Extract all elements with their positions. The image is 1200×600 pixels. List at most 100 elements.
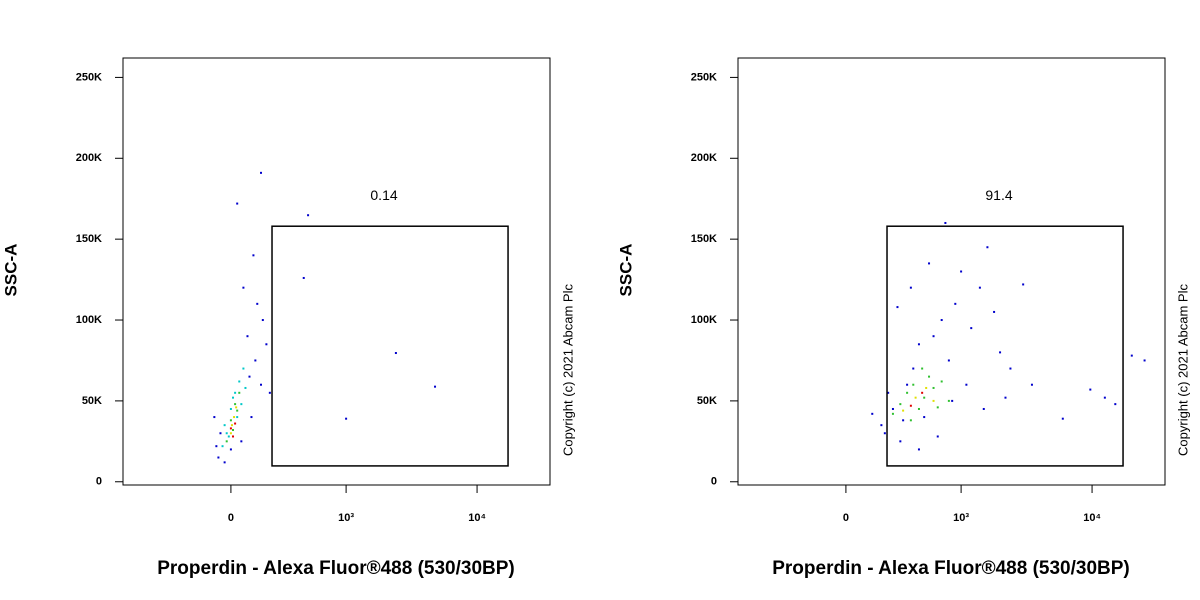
event-dot <box>265 343 268 346</box>
event-dot <box>225 440 228 443</box>
event-dot <box>345 417 348 420</box>
event-dot <box>947 359 950 362</box>
y-tick-label: 100K <box>691 314 717 326</box>
event-dot <box>902 419 905 422</box>
event-dot <box>993 310 996 313</box>
x-tick-label: 0 <box>843 512 849 524</box>
event-dot <box>982 407 985 410</box>
event-dot <box>947 399 950 402</box>
event-dot <box>268 391 271 394</box>
y-tick-label: 150K <box>691 233 717 245</box>
event-dot <box>906 391 909 394</box>
event-dot <box>1114 403 1117 406</box>
event-dot <box>978 286 981 289</box>
event-dot <box>236 409 239 412</box>
event-dot <box>883 432 886 435</box>
event-dot <box>256 302 259 305</box>
y-tick-label: 0 <box>96 476 102 488</box>
event-dot <box>1030 383 1033 386</box>
event-dot <box>917 407 920 410</box>
event-dot <box>250 416 253 419</box>
event-dot <box>229 432 232 435</box>
event-dot <box>954 302 957 305</box>
y-tick-label: 200K <box>76 152 102 164</box>
gate-percentage: 0.14 <box>370 187 397 203</box>
event-dot <box>896 306 899 309</box>
event-dot <box>932 399 935 402</box>
gate <box>886 225 1124 467</box>
event-dot <box>242 367 245 370</box>
y-tick-label: 250K <box>691 71 717 83</box>
event-dot <box>999 351 1002 354</box>
event-dot <box>252 254 255 257</box>
x-tick-label: 10⁴ <box>468 512 486 524</box>
event-dot <box>932 335 935 338</box>
event-dot <box>1004 396 1007 399</box>
event-dot <box>307 214 310 217</box>
event-dot <box>925 386 928 389</box>
event-dot <box>230 424 233 427</box>
event-dot <box>986 246 989 249</box>
event-dot <box>234 422 237 425</box>
event-dot <box>1103 396 1106 399</box>
y-tick-label: 50K <box>82 395 102 407</box>
event-dot <box>1089 388 1092 391</box>
event-dot <box>260 171 263 174</box>
event-dot <box>229 419 232 422</box>
event-dot <box>902 409 905 412</box>
event-dot <box>219 432 222 435</box>
event-dot <box>899 403 902 406</box>
x-axis-label: Properdin - Alexa Fluor®488 (530/30BP) <box>157 558 515 579</box>
y-tick-label: 150K <box>76 233 102 245</box>
event-dot <box>236 202 239 205</box>
event-dot <box>229 407 232 410</box>
copyright: Copyright (c) 2021 Abcam Plc <box>560 284 575 456</box>
event-dot <box>932 386 935 389</box>
y-tick-label: 100K <box>76 314 102 326</box>
event-dot <box>1009 367 1012 370</box>
event-dot <box>394 352 397 355</box>
event-dot <box>917 343 920 346</box>
x-tick-label: 10³ <box>338 512 354 524</box>
event-dot <box>871 412 874 415</box>
y-tick-label: 0 <box>711 476 717 488</box>
event-dot <box>240 403 243 406</box>
event-dot <box>965 383 968 386</box>
event-dot <box>233 416 236 419</box>
event-dot <box>923 416 926 419</box>
y-tick-label: 50K <box>697 395 717 407</box>
event-dot <box>232 429 235 432</box>
event-dot <box>236 416 239 419</box>
event-dot <box>235 406 238 409</box>
event-dot <box>217 456 220 459</box>
gate <box>271 225 509 467</box>
event-dot <box>234 403 237 406</box>
event-dot <box>229 427 232 430</box>
event-dot <box>434 385 437 388</box>
event-dot <box>880 424 883 427</box>
y-axis-label: SSC-A <box>616 244 635 297</box>
event-dot <box>921 391 924 394</box>
event-dot <box>951 399 954 402</box>
event-dot <box>940 319 943 322</box>
event-dot <box>936 406 939 409</box>
y-tick-label: 200K <box>691 152 717 164</box>
event-dot <box>928 262 931 265</box>
copyright: Copyright (c) 2021 Abcam Plc <box>1175 284 1190 456</box>
event-dot <box>891 407 894 410</box>
y-tick-label: 250K <box>76 71 102 83</box>
gate-percentage: 91.4 <box>985 187 1012 203</box>
event-dot <box>1130 354 1133 357</box>
event-dot <box>246 335 249 338</box>
event-dot <box>928 375 931 378</box>
event-dot <box>909 286 912 289</box>
event-dot <box>232 435 235 438</box>
event-dot <box>1022 283 1025 286</box>
event-dot <box>944 221 947 224</box>
event-dot <box>970 327 973 330</box>
event-dot <box>899 440 902 443</box>
event-dot <box>215 445 218 448</box>
event-dot <box>923 396 926 399</box>
plot-frame <box>737 57 1166 486</box>
